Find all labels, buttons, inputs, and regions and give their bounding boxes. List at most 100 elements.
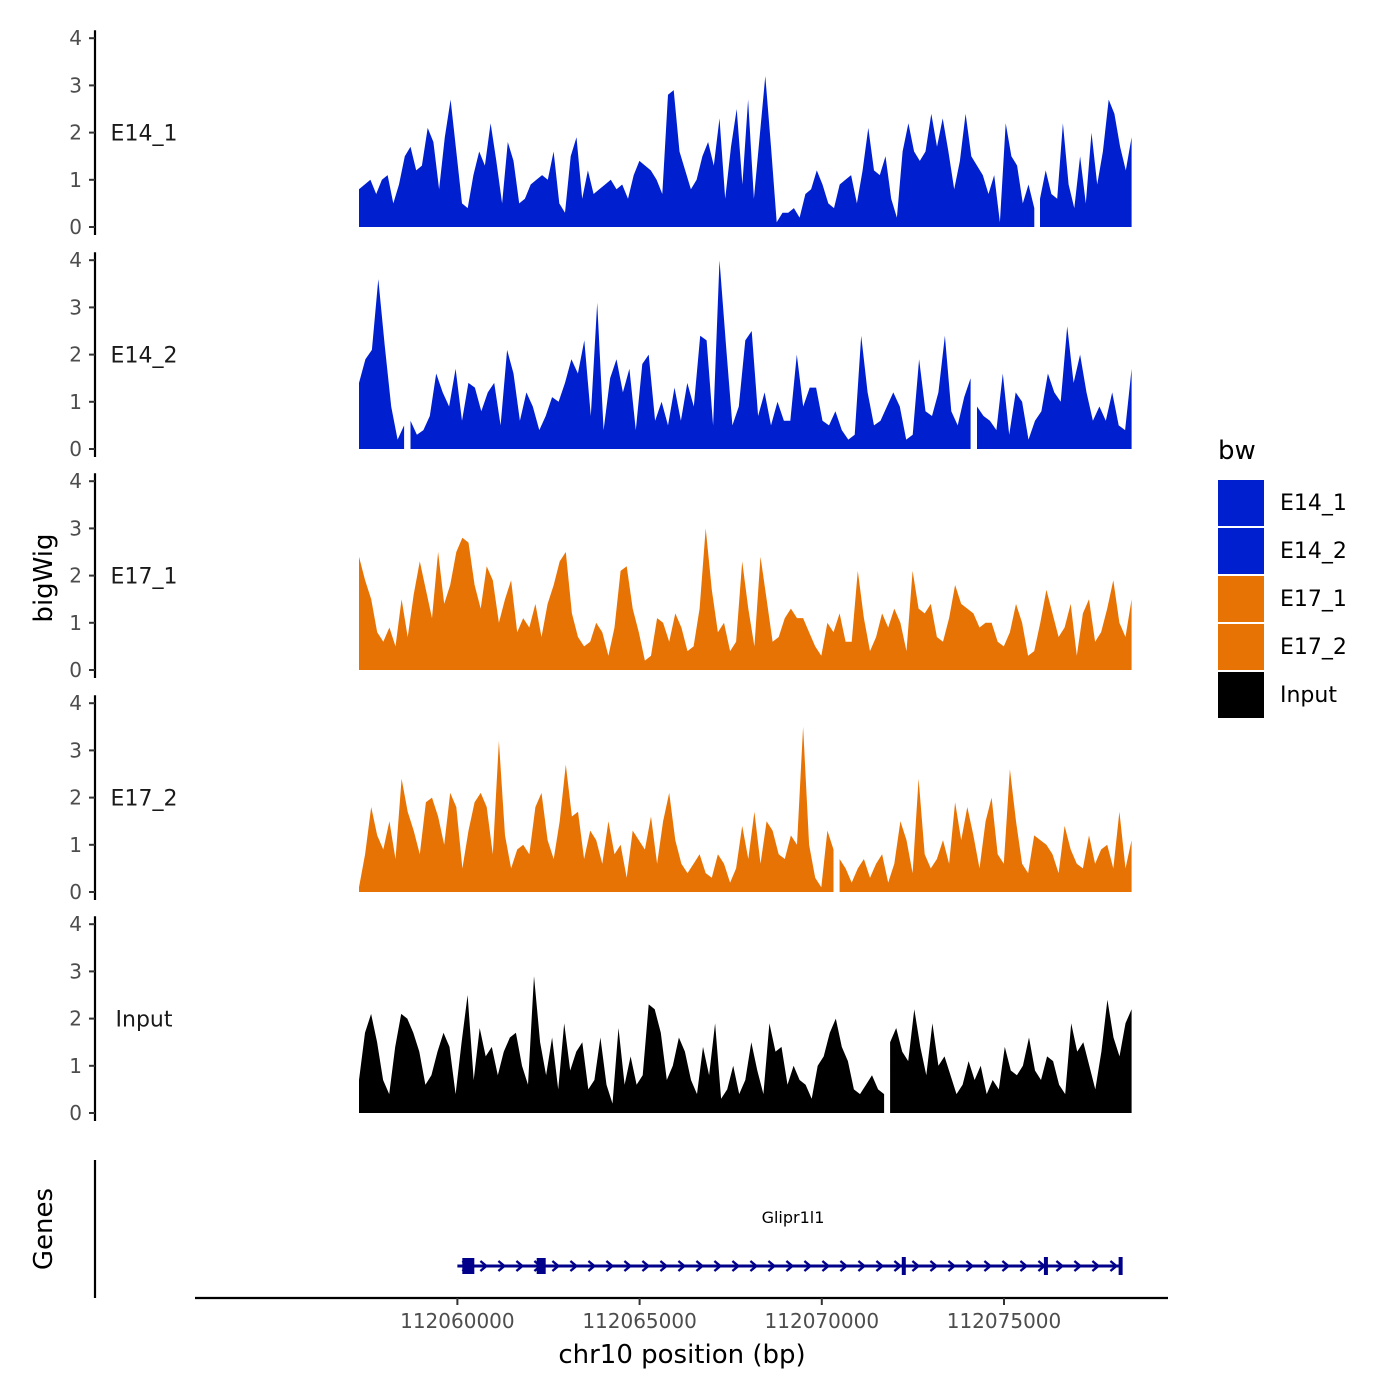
legend-swatch	[1218, 576, 1264, 622]
strand-arrow	[479, 1260, 489, 1272]
legend-label: E14_1	[1280, 491, 1347, 516]
strand-arrow	[767, 1260, 777, 1272]
genes-panel-title: Genes	[29, 1188, 59, 1270]
track-label: Input	[116, 1008, 173, 1033]
y-tick-label: 2	[69, 1007, 82, 1031]
strand-arrow	[911, 1260, 921, 1272]
x-axis: 112060000 112065000 112070000 112075000	[195, 1296, 1168, 1333]
strand-arrow	[983, 1260, 993, 1272]
y-tick-label: 0	[69, 215, 82, 239]
y-tick-label: 0	[69, 880, 82, 904]
coverage-area-Input	[359, 976, 885, 1113]
strand-arrow	[731, 1260, 741, 1272]
legend-label: E14_2	[1280, 539, 1347, 564]
strand-arrow	[659, 1260, 669, 1272]
coverage-area-E14_1	[1040, 99, 1132, 227]
gene-panel: Glipr1l1	[93, 1160, 1123, 1298]
legend-label: Input	[1280, 683, 1337, 708]
exon	[901, 1257, 906, 1275]
strand-arrow	[893, 1260, 903, 1272]
coverage-area-E14_2	[977, 326, 1132, 449]
y-tick-label: 4	[69, 248, 82, 272]
gene-Glipr1l1: Glipr1l1	[457, 1208, 1123, 1275]
y-tick-label: 3	[69, 738, 82, 762]
y-tick-label: 2	[69, 121, 82, 145]
strand-arrow	[821, 1260, 831, 1272]
strand-arrow	[605, 1260, 615, 1272]
strand-arrow	[551, 1260, 561, 1272]
legend-swatch	[1218, 480, 1264, 526]
strand-arrow	[497, 1260, 507, 1272]
strand-arrow	[1019, 1260, 1029, 1272]
strand-arrow	[1055, 1260, 1065, 1272]
strand-arrow	[803, 1260, 813, 1272]
strand-arrow	[965, 1260, 975, 1272]
track-Input: 0 1 2 3 4 Input	[69, 912, 1132, 1125]
x-tick-label: 112075000	[947, 1309, 1062, 1333]
strand-arrow	[875, 1260, 885, 1272]
y-tick-label: 1	[69, 168, 82, 192]
coverage-area-E17_1	[359, 528, 1132, 670]
strand-arrow	[695, 1260, 705, 1272]
y-axis-title: bigWig	[29, 533, 59, 622]
y-tick-label: 2	[69, 343, 82, 367]
y-tick-label: 3	[69, 73, 82, 97]
y-tick-label: 0	[69, 437, 82, 461]
x-tick-label: 112065000	[582, 1309, 697, 1333]
strand-arrow	[1109, 1260, 1119, 1272]
coverage-area-E17_2	[359, 726, 834, 892]
legend-swatch	[1218, 528, 1264, 574]
strand-arrow	[857, 1260, 867, 1272]
strand-arrow	[1001, 1260, 1011, 1272]
x-tick-label: 112060000	[400, 1309, 515, 1333]
track-label: E14_1	[111, 122, 178, 147]
y-tick-label: 2	[69, 564, 82, 588]
y-tick-label: 0	[69, 658, 82, 682]
y-tick-label: 4	[69, 912, 82, 936]
legend-swatch	[1218, 624, 1264, 670]
y-tick-label: 3	[69, 295, 82, 319]
legend-label: E17_2	[1280, 635, 1347, 660]
exon	[1118, 1257, 1123, 1275]
track-label: E17_1	[111, 565, 178, 590]
x-axis-title: chr10 position (bp)	[558, 1340, 805, 1370]
y-tick-label: 2	[69, 786, 82, 810]
y-tick-label: 4	[69, 26, 82, 50]
coverage-area-E14_2	[410, 260, 971, 449]
strand-arrow	[515, 1260, 525, 1272]
strand-arrow	[641, 1260, 651, 1272]
strand-arrow	[1091, 1260, 1101, 1272]
y-tick-label: 0	[69, 1101, 82, 1125]
y-tick-label: 1	[69, 611, 82, 635]
legend-swatch	[1218, 672, 1264, 718]
x-tick-label: 112070000	[765, 1309, 880, 1333]
coverage-tracks: 0 1 2 3 4 E14_1 0 1 2 3 4 E14_2 0 1 2 3 4 E17_1 0 1 2 3 4 E17_2…	[69, 26, 1132, 1125]
exon	[462, 1258, 475, 1274]
exon	[1043, 1257, 1048, 1275]
legend-label: E17_1	[1280, 587, 1347, 612]
strand-arrow	[677, 1260, 687, 1272]
strand-arrow	[785, 1260, 795, 1272]
strand-arrow	[749, 1260, 759, 1272]
coverage-area-E17_2	[839, 769, 1132, 892]
strand-arrow	[569, 1260, 579, 1272]
y-tick-label: 4	[69, 691, 82, 715]
strand-arrow	[947, 1260, 957, 1272]
strand-arrow	[713, 1260, 723, 1272]
y-tick-label: 1	[69, 1054, 82, 1078]
y-tick-label: 4	[69, 469, 82, 493]
strand-arrow	[587, 1260, 597, 1272]
y-tick-label: 1	[69, 833, 82, 857]
y-tick-label: 3	[69, 516, 82, 540]
strand-arrow	[839, 1260, 849, 1272]
coverage-area-Input	[890, 999, 1132, 1113]
legend-title: bw	[1218, 436, 1256, 466]
strand-arrow	[929, 1260, 939, 1272]
strand-arrow	[623, 1260, 633, 1272]
track-E17_2: 0 1 2 3 4 E17_2	[69, 691, 1132, 904]
strand-arrow	[1073, 1260, 1083, 1272]
y-tick-label: 3	[69, 959, 82, 983]
coverage-area-E14_2	[359, 279, 405, 449]
track-label: E14_2	[111, 344, 178, 369]
